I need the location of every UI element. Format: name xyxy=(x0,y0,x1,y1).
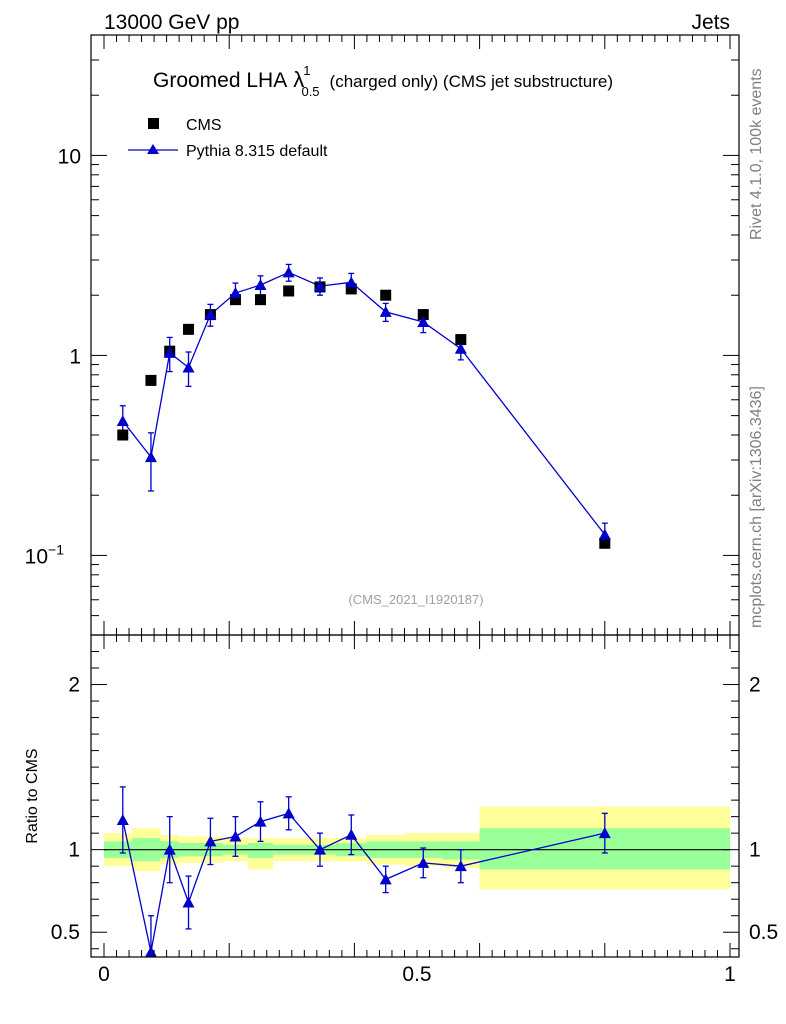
header-left: 13000 GeV pp xyxy=(104,11,239,34)
cms-point xyxy=(283,285,295,297)
main-ytick-base: 10 xyxy=(25,545,48,568)
chart-title: Groomed LHA λ1 0.5 (charged only) (CMS jet … xyxy=(153,63,613,99)
pythia-line xyxy=(122,271,606,536)
header-right: Jets xyxy=(691,11,730,34)
main-ytick-base: 1 xyxy=(69,345,81,368)
title-sup: 1 xyxy=(303,63,310,78)
cms-point xyxy=(255,294,266,306)
pythia-point xyxy=(204,308,217,320)
cms-point xyxy=(145,374,157,386)
main-data-layer xyxy=(116,263,611,549)
legend-marker-cms xyxy=(148,118,159,129)
ratio-point xyxy=(598,827,611,839)
ratio-point xyxy=(163,843,176,855)
cms-point xyxy=(455,334,467,346)
ratio-ytick-label-left: 1 xyxy=(68,839,80,862)
ratio-point xyxy=(313,843,326,855)
ratio-point xyxy=(417,856,430,868)
ratio-ytick-label-right: 2 xyxy=(749,674,761,697)
legend-label-pythia: Pythia 8.315 default xyxy=(186,143,328,160)
pythia-point xyxy=(417,315,430,327)
legend-marker-pythia xyxy=(147,144,159,154)
title-sub: 0.5 xyxy=(301,84,319,99)
ratio-point xyxy=(144,946,157,958)
pythia-point xyxy=(379,305,392,317)
title-main: Groomed LHA xyxy=(153,69,287,92)
pythia-point xyxy=(598,528,611,540)
main-ytick-exp: −1 xyxy=(48,541,64,557)
ratio-ytick-label-right: 0.5 xyxy=(749,921,778,944)
pythia-point xyxy=(254,278,267,290)
legend-label-cms: CMS xyxy=(186,117,222,134)
pythia-point xyxy=(282,266,295,278)
main-ytick-label: 10 xyxy=(58,145,81,168)
cms-point xyxy=(599,537,611,549)
pythia-point xyxy=(345,276,358,288)
main-ytick-base: 10 xyxy=(58,145,81,168)
ratio-data-layer xyxy=(116,786,611,958)
ratio-xtick-label: 0.5 xyxy=(402,963,431,986)
cms-point xyxy=(417,309,429,321)
pythia-point xyxy=(454,342,467,354)
pythia-point xyxy=(116,414,129,426)
pythia-point xyxy=(313,280,326,292)
ratio-point xyxy=(282,807,295,819)
ratio-ytick-label-left: 0.5 xyxy=(51,921,80,944)
title-lambda: λ xyxy=(293,67,304,92)
main-ytick-label: 1 xyxy=(69,345,81,368)
cms-point xyxy=(117,429,129,441)
ratio-frame xyxy=(90,634,740,958)
ratio-line xyxy=(122,812,605,953)
side-label-top: Rivet 4.1.0, 100k events xyxy=(748,68,765,240)
cms-point xyxy=(345,283,357,295)
main-ytick-label: 10−1 xyxy=(25,541,65,568)
pythia-point xyxy=(144,451,157,463)
ratio-point xyxy=(204,835,217,847)
cms-point xyxy=(183,323,195,335)
pythia-point xyxy=(182,361,195,373)
cms-point xyxy=(380,289,392,301)
ratio-point xyxy=(345,828,358,840)
ratio-point xyxy=(116,813,129,825)
cms-point xyxy=(229,294,241,306)
legend: CMS Pythia 8.315 default xyxy=(128,117,328,160)
ratio-point xyxy=(182,896,195,908)
pythia-point xyxy=(163,346,176,358)
ratio-ytick-label-left: 2 xyxy=(68,674,80,697)
ratio-point xyxy=(229,830,242,842)
ratio-point xyxy=(454,860,467,872)
side-label-bottom: mcplots.cern.ch [arXiv:1306.3436] xyxy=(748,386,765,628)
ratio-point xyxy=(254,815,267,827)
ratio-band-green xyxy=(247,843,274,858)
analysis-id: (CMS_2021_I1920187) xyxy=(348,592,483,607)
ratio-xtick-label: 0 xyxy=(98,963,110,986)
ratio-ylabel: Ratio to CMS xyxy=(24,748,41,843)
ratio-ytick-label-right: 1 xyxy=(749,839,761,862)
ratio-axis-ticks: 2 2 1 1 0.5 0.5 0 0.5 1 xyxy=(51,635,778,986)
ratio-point xyxy=(379,873,392,885)
ratio-xtick-label: 1 xyxy=(724,963,736,986)
pythia-point xyxy=(229,287,242,299)
title-rest: (charged only) (CMS jet substructure) xyxy=(330,72,613,91)
